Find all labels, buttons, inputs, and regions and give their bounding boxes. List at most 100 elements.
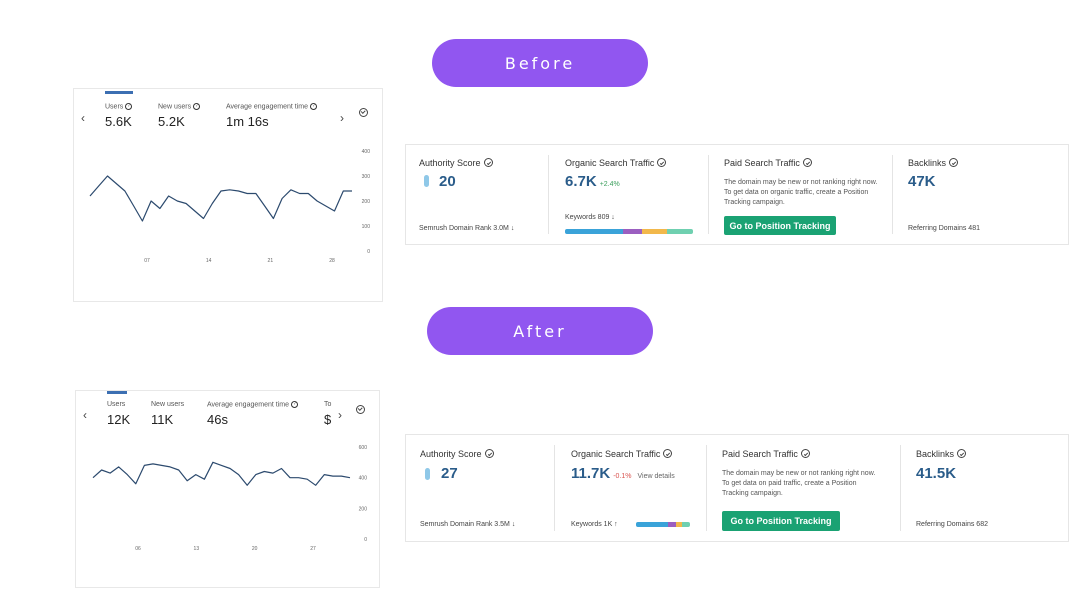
help-icon: ? xyxy=(309,103,317,110)
score-gauge-icon xyxy=(425,468,430,480)
semrush-overview-before: Authority Score 20 Semrush Domain Rank 3… xyxy=(405,144,1069,245)
authority-score-label: Authority Score xyxy=(420,449,482,459)
metric-engagement-time[interactable]: Average engagement time? 1m 16s xyxy=(226,103,317,129)
keywords-count[interactable]: Keywords 1K ↑ xyxy=(571,521,618,528)
y-tick-label: 600 xyxy=(359,445,368,451)
x-tick-label: 21 xyxy=(268,258,274,264)
check-circle-icon[interactable] xyxy=(356,405,365,414)
score-gauge-icon xyxy=(424,175,429,187)
domain-rank: Semrush Domain Rank 3.5M ↓ xyxy=(420,521,516,528)
y-tick-label: 300 xyxy=(362,174,371,180)
metric-label: New users xyxy=(158,103,192,111)
paid-traffic-label: Paid Search Traffic xyxy=(724,158,800,168)
active-tab-indicator xyxy=(105,91,133,94)
organic-traffic-column: Organic Search Traffic 11.7K -0.1% View de… xyxy=(554,435,706,541)
keywords-bar-segment xyxy=(668,522,677,527)
info-icon[interactable] xyxy=(484,449,494,458)
help-icon: ? xyxy=(125,103,133,110)
backlinks-label: Backlinks xyxy=(908,158,947,168)
metric-value: 5.6K xyxy=(105,114,132,130)
authority-score-label: Authority Score xyxy=(419,158,481,168)
metric-engagement-time[interactable]: Average engagement time? 46s xyxy=(207,401,298,427)
organic-traffic-delta: -0.1% xyxy=(613,473,632,480)
after-label: After xyxy=(427,307,653,355)
info-icon[interactable] xyxy=(800,449,810,458)
keywords-distribution-bar xyxy=(636,522,690,527)
y-tick-label: 400 xyxy=(359,476,368,482)
metric-value: 11K xyxy=(151,412,174,427)
backlinks-label: Backlinks xyxy=(916,449,955,459)
info-icon[interactable] xyxy=(802,158,812,167)
authority-score-value: 27 xyxy=(441,465,458,482)
metric-label: New users xyxy=(151,401,185,408)
metric-value: 1m 16s xyxy=(226,114,269,130)
info-icon[interactable] xyxy=(663,449,673,458)
paid-traffic-label: Paid Search Traffic xyxy=(722,449,798,459)
keywords-bar-segment xyxy=(622,229,642,234)
keywords-distribution-bar xyxy=(565,229,693,234)
y-tick-label: 100 xyxy=(362,224,371,230)
metric-truncated[interactable]: To $ xyxy=(324,401,331,427)
y-tick-label: 0 xyxy=(364,537,367,543)
metric-label: Average engagement time xyxy=(226,103,308,111)
metric-label: Users xyxy=(105,103,124,111)
metric-value: $ xyxy=(324,412,332,427)
authority-score-column: Authority Score 27 Semrush Domain Rank 3… xyxy=(406,435,554,541)
paid-traffic-column: Paid Search Traffic The domain may be ne… xyxy=(706,435,900,541)
analytics-card-before: ‹ Users? 5.6K New users? 5.2K Average en… xyxy=(73,88,383,302)
paid-traffic-note: The domain may be new or not ranking rig… xyxy=(724,179,878,206)
domain-rank: Semrush Domain Rank 3.0M ↓ xyxy=(419,225,515,232)
metric-value: 5.2K xyxy=(158,114,185,130)
y-tick-label: 200 xyxy=(359,506,368,512)
keywords-bar-segment xyxy=(667,229,693,234)
paid-traffic-column: Paid Search Traffic The domain may be ne… xyxy=(708,145,892,244)
info-icon[interactable] xyxy=(483,158,493,167)
y-tick-label: 400 xyxy=(362,149,371,155)
metric-label: To xyxy=(324,401,332,408)
before-label: Before xyxy=(432,39,648,87)
x-tick-label: 14 xyxy=(206,258,212,264)
organic-traffic-label: Organic Search Traffic xyxy=(571,449,661,459)
chevron-right-icon[interactable]: › xyxy=(338,408,342,422)
x-tick-label: 28 xyxy=(329,258,335,264)
info-icon[interactable] xyxy=(657,158,667,167)
organic-traffic-number: 6.7K xyxy=(565,173,597,190)
organic-traffic-delta: +2.4% xyxy=(599,181,620,188)
divider xyxy=(554,445,555,531)
semrush-overview-after: Authority Score 27 Semrush Domain Rank 3… xyxy=(405,434,1069,542)
help-icon: ? xyxy=(290,401,298,408)
metric-users[interactable]: Users 12K xyxy=(107,401,130,427)
chevron-right-icon[interactable]: › xyxy=(340,111,344,125)
divider xyxy=(708,155,709,234)
keywords-bar-segment xyxy=(681,522,690,527)
metric-new-users[interactable]: New users? 5.2K xyxy=(158,103,201,130)
divider xyxy=(900,445,901,531)
chevron-left-icon[interactable]: ‹ xyxy=(81,111,85,125)
keywords-bar-segment xyxy=(636,522,669,527)
keywords-bar-segment xyxy=(676,522,682,527)
active-tab-indicator xyxy=(107,391,127,394)
chevron-left-icon[interactable]: ‹ xyxy=(83,408,87,422)
keywords-bar-segment xyxy=(565,229,623,234)
paid-traffic-note: The domain may be new or not ranking rig… xyxy=(722,470,876,497)
keywords-bar-segment xyxy=(641,229,668,234)
info-icon[interactable] xyxy=(957,449,967,458)
check-circle-icon[interactable] xyxy=(359,108,368,117)
metric-value: 46s xyxy=(207,412,228,428)
backlinks-column: Backlinks 41.5K Referring Domains 682 xyxy=(900,435,1070,541)
go-to-position-tracking-button[interactable]: Go to Position Tracking xyxy=(722,511,840,531)
backlinks-value: 47K xyxy=(908,173,936,190)
organic-traffic-label: Organic Search Traffic xyxy=(565,158,655,168)
divider xyxy=(892,155,893,234)
referring-domains: Referring Domains 481 xyxy=(908,225,980,232)
series-line xyxy=(92,461,351,486)
metric-users[interactable]: Users? 5.6K xyxy=(105,103,133,130)
info-icon[interactable] xyxy=(949,158,959,167)
metric-label: Users xyxy=(107,401,126,408)
view-details-link[interactable]: View details xyxy=(637,473,675,480)
go-to-position-tracking-button[interactable]: Go to Position Tracking xyxy=(724,216,836,235)
metric-new-users[interactable]: New users 11K xyxy=(151,401,184,427)
keywords-count[interactable]: Keywords 809 ↓ xyxy=(565,214,615,221)
help-icon: ? xyxy=(193,103,201,110)
analytics-card-after: ‹ Users 12K New users 11K Average engage… xyxy=(75,390,380,588)
